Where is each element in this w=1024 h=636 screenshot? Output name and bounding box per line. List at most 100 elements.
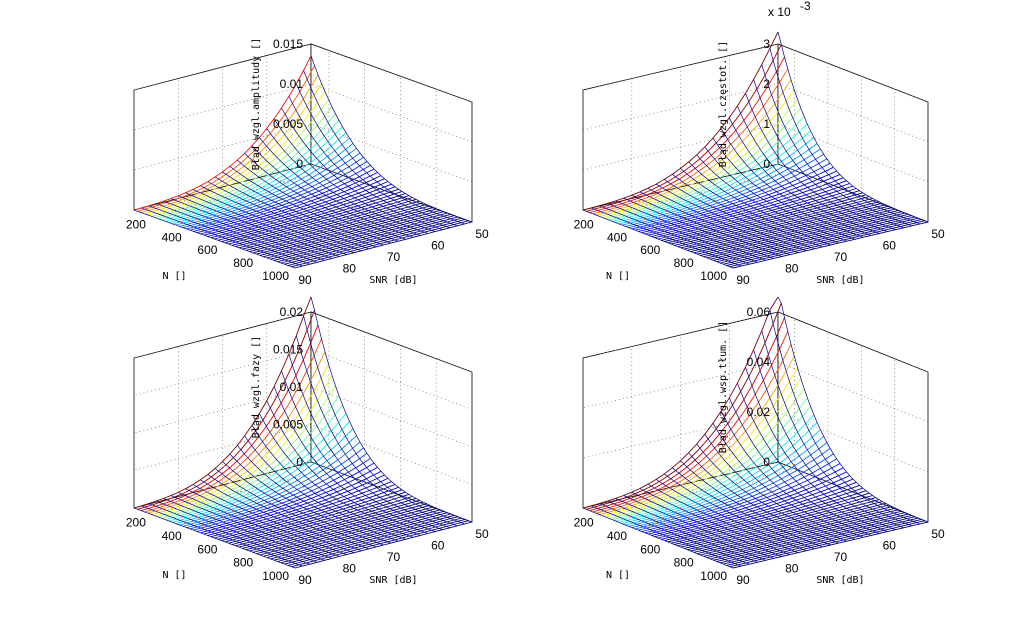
y-tick-label: 70 (387, 550, 401, 564)
mesh-line-snr (664, 179, 815, 250)
mesh-line-snr (607, 203, 758, 263)
x-tick-label: 600 (640, 243, 660, 257)
mesh-line-snr (295, 335, 458, 527)
x-tick-label: 800 (674, 256, 694, 270)
mesh-line-snr (761, 64, 912, 227)
mesh-line-snr (185, 488, 347, 555)
mesh-line-snr (728, 397, 880, 534)
mesh-line-snr (141, 505, 303, 567)
mesh-line-snr (704, 146, 856, 240)
mesh-line-snr (639, 488, 791, 555)
z-tick-label: 0.02 (280, 305, 304, 319)
mesh-line-snr (704, 434, 856, 540)
x-tick-label: 1000 (700, 569, 727, 583)
mesh-line-snr (237, 445, 399, 542)
surface-mesh (582, 296, 929, 569)
y-tick-label: 80 (343, 562, 357, 576)
y-tick-label: 90 (298, 273, 312, 287)
grid (133, 311, 473, 569)
y-tick-label: 50 (475, 527, 489, 541)
mesh-line-snr (655, 479, 807, 552)
chart-panel-2: 0 1 2 3 200 400 600 800 1000 90 80 70 60 50 N [] SNR [d… (574, 0, 945, 287)
z-tick-label: 2 (763, 77, 770, 91)
mesh-line-snr (639, 191, 791, 255)
mesh-line-snr (680, 168, 831, 246)
y-tick-label: 90 (736, 573, 750, 587)
mesh-line-snr (244, 153, 406, 240)
x-tick-label: 400 (162, 230, 182, 244)
surface-mesh (582, 31, 929, 269)
y-tick-label: 70 (834, 550, 848, 564)
x-tick-label: 1000 (262, 269, 289, 283)
mesh-line-snr (753, 79, 904, 229)
mesh-line-snr (737, 105, 888, 232)
mesh-line-snr (170, 495, 333, 559)
z-tick-label: 0 (296, 157, 303, 171)
gridline-snr (728, 55, 880, 234)
mesh-line-snr (148, 205, 310, 265)
x-tick-label: 400 (607, 529, 627, 543)
x-tick-label: 800 (233, 256, 253, 270)
z-tick-label: 0.04 (747, 355, 771, 369)
y-tick-label: 60 (883, 539, 897, 553)
mesh-line-snr (133, 507, 296, 569)
mesh-line-snr (769, 310, 921, 525)
mesh-line-snr (281, 107, 443, 231)
x-tick-label: 400 (162, 529, 182, 543)
grid (582, 43, 929, 269)
mesh-line-snr (590, 207, 742, 267)
gridline-snr (631, 78, 782, 257)
mesh-line-snr (295, 83, 458, 227)
mesh-line-snr (712, 137, 864, 238)
z-axis-label: Błąd wzgl.wsp.tłum. [] (718, 321, 729, 453)
mesh-line-snr (607, 500, 758, 563)
z-axis-label: Błąd wzgl.fazy [] (251, 336, 262, 438)
y-tick-label: 50 (931, 527, 945, 541)
y-tick-label: 70 (834, 250, 848, 264)
mesh-line-snr (777, 31, 929, 223)
mesh-line-snr (185, 192, 347, 255)
mesh-line-snr (163, 200, 325, 261)
x-axis-label: N [] (162, 570, 186, 581)
mesh-line-snr (761, 330, 912, 527)
mesh-line-snr (192, 189, 355, 254)
z-multiplier: x 10 (768, 5, 791, 19)
y-axis-label: SNR [dB] (816, 275, 864, 286)
mesh-line-snr (251, 145, 414, 238)
mesh-line-snr (222, 461, 384, 546)
y-tick-label: 80 (785, 562, 799, 576)
z-tick-label: 0.01 (280, 77, 304, 91)
x-tick-label: 600 (640, 542, 660, 556)
y-tick-label: 70 (387, 250, 401, 264)
mesh-line-snr (237, 159, 399, 242)
mesh-line-snr (273, 386, 436, 532)
z-tick-label: 3 (763, 37, 770, 51)
x-tick-label: 200 (574, 516, 594, 530)
y-axis-label: SNR [dB] (816, 575, 864, 586)
x-tick-label: 1000 (700, 269, 727, 283)
y-tick-label: 80 (343, 262, 357, 276)
mesh-line-snr (288, 96, 451, 229)
mesh-line-snr (303, 70, 465, 225)
z-tick-label: 0.005 (273, 117, 303, 131)
grid (133, 43, 473, 269)
y-tick-label: 60 (431, 539, 445, 553)
mesh-line-snr (599, 503, 750, 565)
mesh-line-snr (310, 55, 473, 223)
surface-mesh (133, 55, 473, 269)
mesh-line-snr (696, 443, 847, 542)
mesh-line-snr (631, 491, 782, 557)
mesh-line-snr (178, 195, 340, 257)
axes: 0 0.02 0.04 0.06 200 400 600 800 1000 90 80 70 60 50 N… (574, 305, 945, 587)
mesh-line-snr (207, 474, 369, 550)
mesh-line-snr (623, 197, 774, 259)
mesh-line-snr (170, 198, 333, 259)
mesh-line-snr (229, 166, 392, 244)
mesh-line-snr (631, 194, 782, 257)
mesh-line-snr (599, 205, 750, 265)
axes: 0 0.005 0.01 0.015 0.02 200 400 600 800 1000 90 80 7… (126, 305, 489, 587)
mesh-line-snr (647, 187, 799, 254)
mesh-line-snr (582, 209, 734, 269)
chart-panel-3: 0 0.005 0.01 0.015 0.02 200 400 600 800 1000 90 80 7… (126, 296, 489, 587)
